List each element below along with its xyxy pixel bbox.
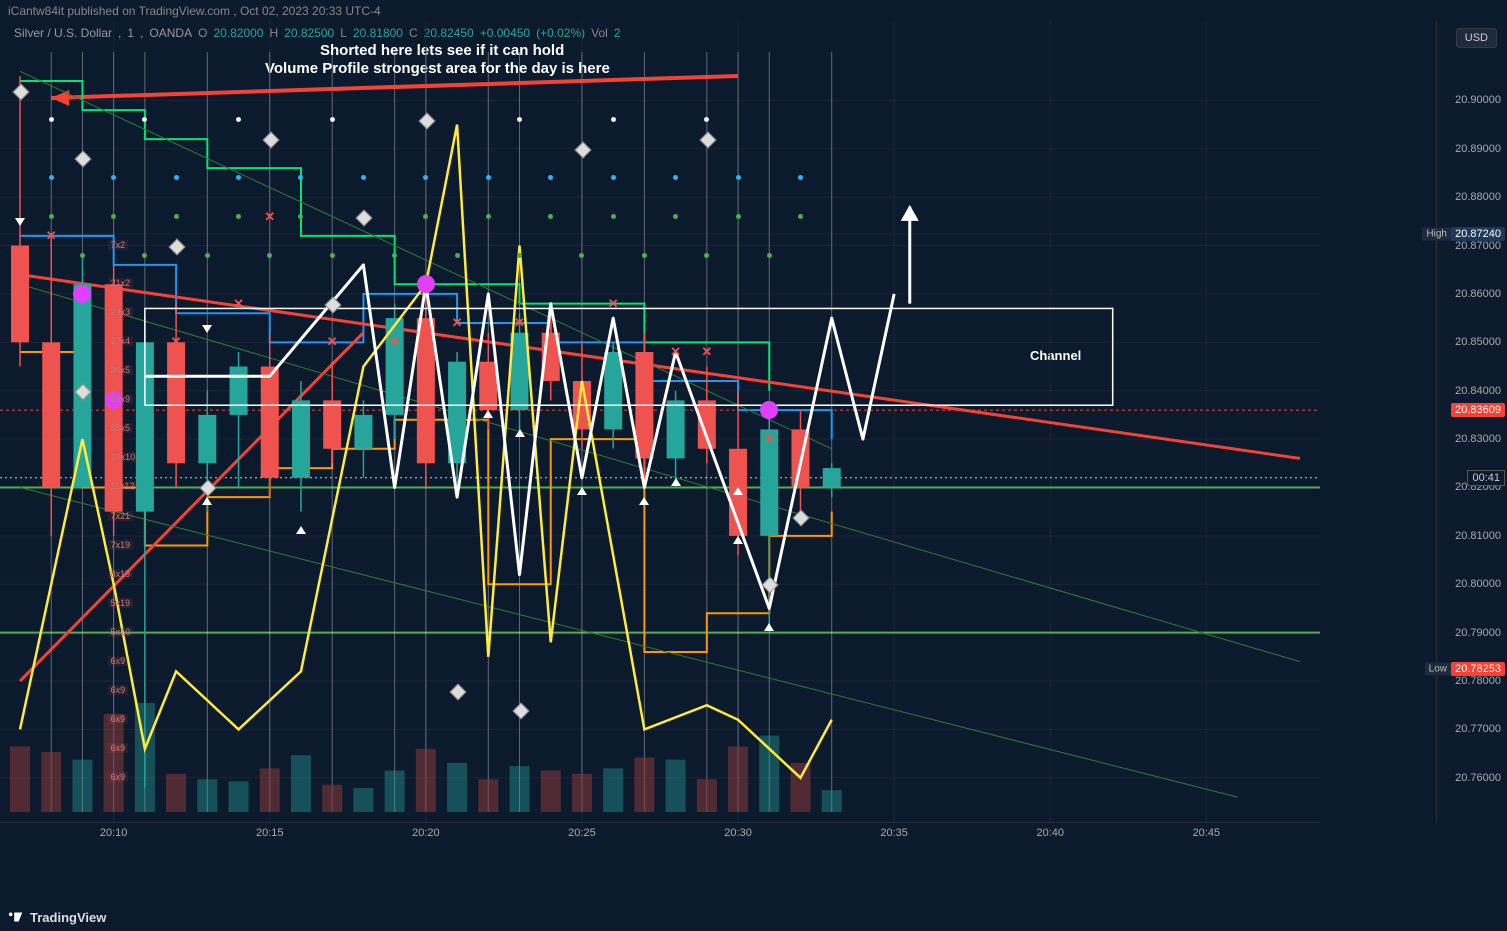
volume-profile-row: 30x5 (108, 365, 134, 375)
time-tick: 20:35 (880, 827, 908, 839)
price-tag: 20.78253 (1451, 662, 1505, 676)
volume-profile-row: 85x5 (108, 423, 134, 433)
volume-profile-row: 7x2 (108, 240, 129, 250)
price-tick: 20.86000 (1455, 288, 1501, 300)
volume-profile-row: 6x9 (108, 656, 129, 666)
price-tick: 20.85000 (1455, 336, 1501, 348)
price-tick: 20.77000 (1455, 723, 1501, 735)
price-tick: 20.84000 (1455, 385, 1501, 397)
time-tick: 20:20 (412, 827, 440, 839)
volume-profile-row: 5x10 (108, 627, 134, 637)
chart-canvas[interactable]: ✕✕✕✕✕✕✕✕✕✕✕✕✕7x221x223x327x430x589x985x5… (0, 22, 1320, 822)
price-tick: 20.87000 (1455, 240, 1501, 252)
price-tick: 20.83000 (1455, 433, 1501, 445)
volume-profile-row: 6x9 (108, 714, 129, 724)
time-tick: 20:15 (256, 827, 284, 839)
price-tag: 20.87240 (1451, 227, 1505, 241)
volume-profile-row: 6x9 (108, 772, 129, 782)
price-tick: 20.79000 (1455, 627, 1501, 639)
volume-profile-row: 21x2 (108, 278, 134, 288)
price-tick: 20.89000 (1455, 143, 1501, 155)
time-axis[interactable]: 20:10 20:15 20:20 20:25 20:30 20:35 20:40 20:45 (0, 822, 1320, 847)
time-tick: 20:40 (1036, 827, 1064, 839)
price-tick: 20.78000 (1455, 675, 1501, 687)
price-tick: 20.88000 (1455, 191, 1501, 203)
tradingview-watermark: TradingView (8, 909, 106, 925)
volume-profile-row: 8x19 (108, 569, 134, 579)
volume-profile-row: 89x9 (108, 394, 134, 404)
price-tick: 20.81000 (1455, 530, 1501, 542)
volume-profile-row: 7x19 (108, 540, 134, 550)
volume-profile-row: 5x19 (108, 598, 134, 608)
price-tag: 20.83609 (1451, 403, 1505, 417)
volume-profile-row: 11x12 (108, 481, 138, 491)
price-tick: 20.90000 (1455, 94, 1501, 106)
time-tick: 20:10 (100, 827, 128, 839)
time-tick: 20:45 (1193, 827, 1221, 839)
price-tick: 20.76000 (1455, 772, 1501, 784)
volume-profile-row: 23x3 (108, 307, 134, 317)
volume-profile-row: 7x21 (108, 511, 134, 521)
bar-countdown: 00:41 (1467, 470, 1505, 486)
time-tick: 20:25 (568, 827, 596, 839)
tradingview-icon (8, 909, 24, 925)
volume-profile-row: 6x9 (108, 743, 129, 753)
volume-profile-row: 10x10 (108, 452, 139, 462)
volume-profile-row: 6x9 (108, 685, 129, 695)
volume-profile-row: 27x4 (108, 336, 134, 346)
price-axis[interactable]: 20.76000 20.77000 20.78000 20.79000 20.80000… (1436, 22, 1507, 822)
price-tick: 20.80000 (1455, 578, 1501, 590)
time-tick: 20:30 (724, 827, 752, 839)
